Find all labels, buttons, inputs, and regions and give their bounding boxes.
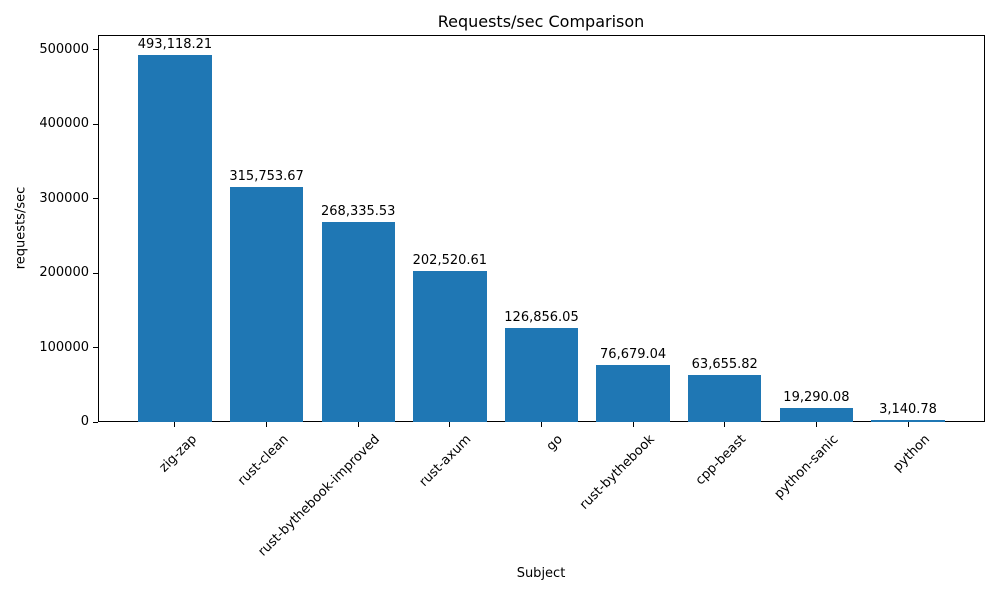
bar-rust-bythebook bbox=[596, 364, 670, 422]
bar-rust-axum bbox=[413, 271, 487, 422]
x-tick-label-python-sanic: python-sanic bbox=[771, 432, 842, 502]
bar-value-label: 126,856.05 bbox=[504, 309, 579, 325]
y-tick-label: 500000 bbox=[39, 41, 89, 57]
bar-zig-zap bbox=[138, 55, 212, 422]
y-tick-label: 100000 bbox=[39, 339, 89, 355]
x-tick-label-python: python bbox=[889, 432, 933, 475]
x-tick-mark bbox=[724, 422, 726, 427]
bar-value-label: 19,290.08 bbox=[783, 389, 850, 405]
x-tick-label-rust-axum: rust-axum bbox=[416, 432, 475, 490]
x-tick-label-rust-clean: rust-clean bbox=[234, 432, 292, 489]
x-tick-mark bbox=[266, 422, 268, 427]
y-tick-label: 200000 bbox=[39, 265, 89, 281]
bar-value-label: 268,335.53 bbox=[321, 204, 396, 220]
bar-python-sanic bbox=[779, 407, 854, 422]
y-tick-mark bbox=[93, 123, 98, 125]
y-tick-mark bbox=[93, 49, 98, 51]
y-tick-mark bbox=[93, 347, 98, 349]
bar-value-label: 202,520.61 bbox=[412, 253, 488, 269]
bar-value-label: 315,753.67 bbox=[229, 169, 304, 184]
x-tick-mark bbox=[174, 422, 176, 427]
bar-value-label: 76,679.04 bbox=[600, 346, 667, 362]
x-tick-mark bbox=[449, 422, 451, 427]
y-tick-label: 0 bbox=[80, 414, 89, 429]
x-tick-label-rust-bythebook: rust-bythebook bbox=[577, 432, 658, 513]
y-tick-mark bbox=[93, 421, 98, 423]
bar-go bbox=[504, 327, 579, 422]
x-tick-mark bbox=[907, 422, 909, 427]
y-tick-label: 300000 bbox=[39, 190, 89, 206]
x-tick-mark bbox=[357, 422, 359, 427]
chart-title: Requests/sec Comparison bbox=[437, 12, 645, 31]
y-tick-mark bbox=[93, 198, 98, 200]
bar-rust-bythebook-improved bbox=[321, 222, 395, 422]
bar-value-label: 3,140.78 bbox=[879, 401, 937, 417]
bar-value-label: 493,118.21 bbox=[137, 37, 213, 52]
x-tick-label-cpp-beast: cpp-beast bbox=[693, 432, 750, 489]
bar-python bbox=[871, 419, 945, 422]
x-tick-mark bbox=[632, 422, 634, 427]
bar-cpp-beast bbox=[688, 374, 762, 422]
y-axis-label: requests/sec bbox=[13, 186, 29, 270]
x-tick-label-go: go bbox=[544, 432, 567, 455]
x-tick-mark bbox=[541, 422, 542, 427]
y-tick-label: 400000 bbox=[39, 116, 89, 132]
y-tick-mark bbox=[93, 272, 98, 274]
x-axis-label: Subject bbox=[516, 566, 566, 581]
x-tick-mark bbox=[815, 422, 817, 427]
x-tick-label-zig-zap: zig-zap bbox=[156, 432, 200, 476]
bar-value-label: 63,655.82 bbox=[691, 356, 758, 372]
bar-rust-clean bbox=[229, 187, 304, 422]
